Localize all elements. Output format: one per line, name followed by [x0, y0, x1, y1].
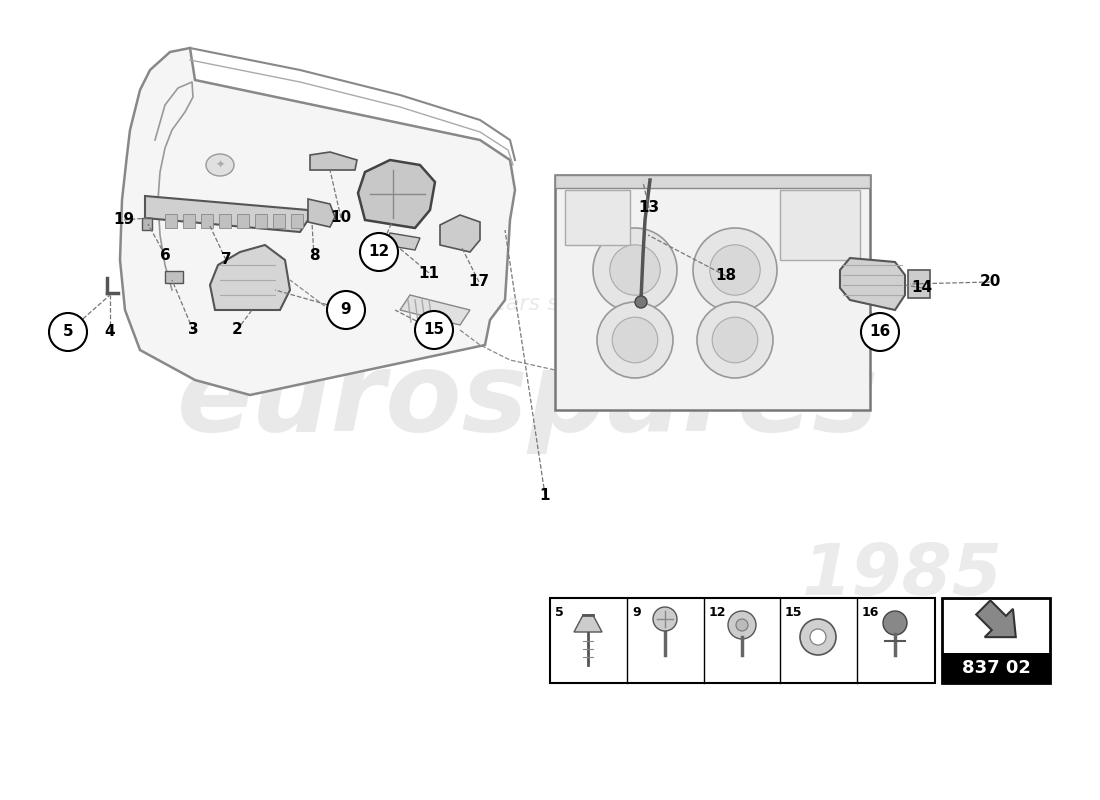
Bar	[183, 214, 195, 228]
Text: 9: 9	[632, 606, 640, 619]
Circle shape	[861, 313, 899, 351]
Text: 19: 19	[113, 213, 134, 227]
Polygon shape	[556, 175, 870, 410]
Polygon shape	[308, 199, 336, 227]
Bar	[550, 598, 935, 683]
Circle shape	[736, 619, 748, 631]
Text: 15: 15	[785, 606, 803, 619]
Text: 12: 12	[368, 245, 389, 259]
Polygon shape	[440, 215, 480, 252]
Text: 12: 12	[710, 606, 726, 619]
Text: 3: 3	[188, 322, 198, 338]
Circle shape	[597, 302, 673, 378]
Bar	[219, 214, 231, 228]
Circle shape	[360, 233, 398, 271]
Text: 17: 17	[469, 274, 490, 290]
Circle shape	[613, 317, 658, 363]
Polygon shape	[145, 196, 308, 232]
Bar	[908, 270, 930, 298]
Circle shape	[710, 245, 760, 295]
Bar	[292, 214, 302, 228]
Polygon shape	[358, 160, 434, 228]
Text: 20: 20	[979, 274, 1001, 290]
Text: 11: 11	[418, 266, 440, 281]
Text: 18: 18	[715, 269, 737, 283]
Text: 2: 2	[232, 322, 242, 338]
Text: 4: 4	[104, 325, 116, 339]
Text: 5: 5	[63, 325, 74, 339]
Text: eurospares: eurospares	[177, 346, 879, 454]
Text: ✦: ✦	[216, 160, 224, 170]
Circle shape	[810, 629, 826, 645]
Polygon shape	[976, 600, 1015, 637]
Text: 7: 7	[221, 253, 231, 267]
Text: 837 02: 837 02	[961, 659, 1031, 677]
Circle shape	[415, 311, 453, 349]
Bar	[565, 190, 630, 245]
Bar	[780, 190, 860, 260]
Text: 15: 15	[424, 322, 444, 338]
Circle shape	[609, 245, 660, 295]
Bar	[255, 214, 267, 228]
Bar	[236, 214, 249, 228]
Bar	[273, 214, 285, 228]
Text: 9: 9	[341, 302, 351, 318]
Circle shape	[800, 619, 836, 655]
Circle shape	[883, 611, 908, 635]
Text: 10: 10	[330, 210, 352, 226]
Polygon shape	[400, 295, 470, 325]
Polygon shape	[120, 48, 515, 395]
Bar	[942, 598, 1050, 683]
Text: 16: 16	[869, 325, 891, 339]
Circle shape	[593, 228, 676, 312]
Text: 1: 1	[540, 487, 550, 502]
Polygon shape	[574, 615, 602, 632]
Circle shape	[635, 296, 647, 308]
Circle shape	[697, 302, 773, 378]
Bar	[165, 214, 177, 228]
Circle shape	[327, 291, 365, 329]
Text: 14: 14	[912, 281, 933, 295]
Bar	[165, 271, 183, 283]
Polygon shape	[210, 245, 290, 310]
Bar	[142, 218, 152, 230]
Bar	[201, 214, 213, 228]
Text: 6: 6	[160, 247, 170, 262]
Text: 5: 5	[556, 606, 563, 619]
Text: 1985: 1985	[802, 542, 1002, 610]
Text: 13: 13	[638, 201, 660, 215]
Polygon shape	[385, 233, 420, 250]
Text: a passion for cars since 1985: a passion for cars since 1985	[343, 294, 669, 314]
Text: 8: 8	[309, 249, 319, 263]
Circle shape	[728, 611, 756, 639]
Circle shape	[653, 607, 676, 631]
Polygon shape	[310, 152, 358, 170]
Ellipse shape	[206, 154, 234, 176]
Circle shape	[50, 313, 87, 351]
Polygon shape	[556, 175, 870, 188]
Circle shape	[712, 317, 758, 363]
Circle shape	[693, 228, 777, 312]
Polygon shape	[840, 258, 905, 310]
Bar	[942, 653, 1050, 683]
Text: 16: 16	[862, 606, 879, 619]
